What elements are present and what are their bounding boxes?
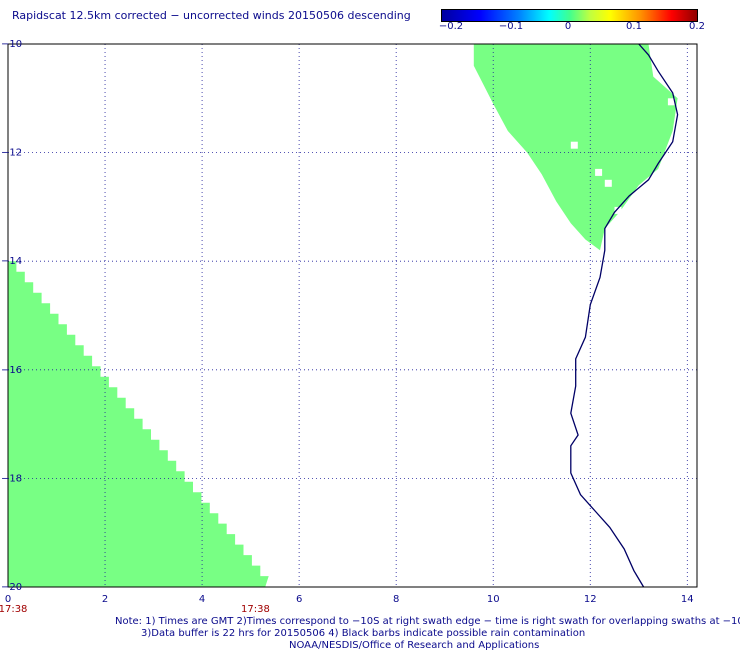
y-tick-label: −16 — [1, 365, 22, 376]
no-data-cell — [667, 98, 675, 106]
colorbar-tick-label: 0.1 — [626, 21, 642, 32]
footnote-line-2: 3)Data buffer is 22 hrs for 20150506 4) … — [141, 628, 586, 639]
colorbar-tick-label: −0.2 — [438, 21, 464, 32]
x-tick-label: 2 — [102, 594, 108, 605]
x-tick-label: 6 — [296, 594, 302, 605]
colorbar-tick-label: 0.2 — [689, 21, 705, 32]
x-tick-label: 4 — [199, 594, 205, 605]
axis-labels: 0 2 4 6 8 10 12 14 −10 −12 −14 −16 −18 −20 17:38 17:38 — [0, 39, 694, 615]
color-scale-bar — [441, 9, 698, 22]
footnote-line-3: NOAA/NESDIS/Office of Research and Appli… — [289, 640, 540, 651]
swath-layer — [8, 44, 678, 587]
y-tick-label: −20 — [1, 582, 22, 593]
footnote-line-1: Note: 1) Times are GMT 2)Times correspon… — [115, 616, 740, 627]
swath-time-label: 17:38 — [241, 604, 270, 615]
coastline — [570, 43, 679, 588]
no-data-cell — [604, 179, 612, 187]
x-tick-label: 14 — [681, 594, 694, 605]
x-tick-label: 10 — [487, 594, 500, 605]
y-tick-label: −18 — [1, 473, 22, 484]
y-tick-label: −10 — [1, 39, 22, 50]
no-data-cell — [570, 141, 578, 149]
y-tick-label: −14 — [1, 256, 22, 267]
map-frame — [7, 43, 698, 588]
grid-lines — [8, 44, 697, 587]
colorbar-tick-label: 0 — [564, 21, 572, 32]
map-title: Rapidscat 12.5km corrected − uncorrected… — [12, 9, 411, 22]
x-tick-label: 8 — [393, 594, 399, 605]
no-data-cell — [595, 168, 603, 176]
swath-region-southwest — [8, 261, 269, 587]
swath-time-label: 17:38 — [0, 604, 27, 615]
y-tick-label: −12 — [1, 148, 22, 159]
no-data-cell — [614, 206, 622, 214]
x-tick-label: 0 — [5, 594, 11, 605]
x-tick-label: 12 — [584, 594, 597, 605]
colorbar-tick-label: −0.1 — [498, 21, 524, 32]
